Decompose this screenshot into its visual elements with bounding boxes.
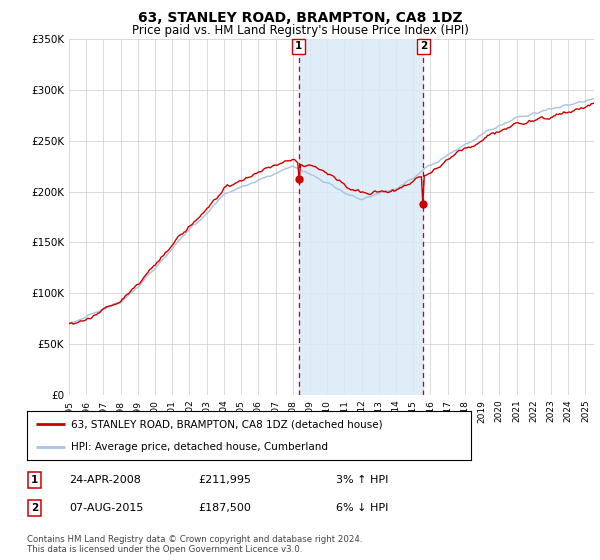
Text: Price paid vs. HM Land Registry's House Price Index (HPI): Price paid vs. HM Land Registry's House …	[131, 24, 469, 36]
Text: 24-APR-2008: 24-APR-2008	[69, 475, 141, 485]
Text: 07-AUG-2015: 07-AUG-2015	[69, 503, 143, 513]
Text: 2: 2	[419, 41, 427, 51]
Text: HPI: Average price, detached house, Cumberland: HPI: Average price, detached house, Cumb…	[71, 442, 328, 452]
Text: 6% ↓ HPI: 6% ↓ HPI	[336, 503, 388, 513]
Text: £211,995: £211,995	[198, 475, 251, 485]
Text: 63, STANLEY ROAD, BRAMPTON, CA8 1DZ: 63, STANLEY ROAD, BRAMPTON, CA8 1DZ	[137, 11, 463, 25]
Bar	[299, 39, 424, 395]
Text: 2: 2	[31, 503, 38, 513]
Text: 1: 1	[31, 475, 38, 485]
Text: 63, STANLEY ROAD, BRAMPTON, CA8 1DZ (detached house): 63, STANLEY ROAD, BRAMPTON, CA8 1DZ (det…	[71, 419, 383, 430]
Text: 1: 1	[295, 41, 302, 51]
Text: Contains HM Land Registry data © Crown copyright and database right 2024.
This d: Contains HM Land Registry data © Crown c…	[27, 535, 362, 554]
Text: £187,500: £187,500	[198, 503, 251, 513]
Text: 3% ↑ HPI: 3% ↑ HPI	[336, 475, 388, 485]
